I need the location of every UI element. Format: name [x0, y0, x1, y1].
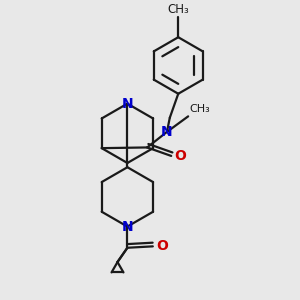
Text: CH₃: CH₃	[167, 3, 189, 16]
Text: N: N	[161, 125, 173, 139]
Text: CH₃: CH₃	[190, 103, 210, 113]
Text: N: N	[122, 220, 133, 234]
Text: O: O	[156, 239, 168, 254]
Text: N: N	[122, 97, 133, 111]
Text: O: O	[175, 149, 187, 163]
